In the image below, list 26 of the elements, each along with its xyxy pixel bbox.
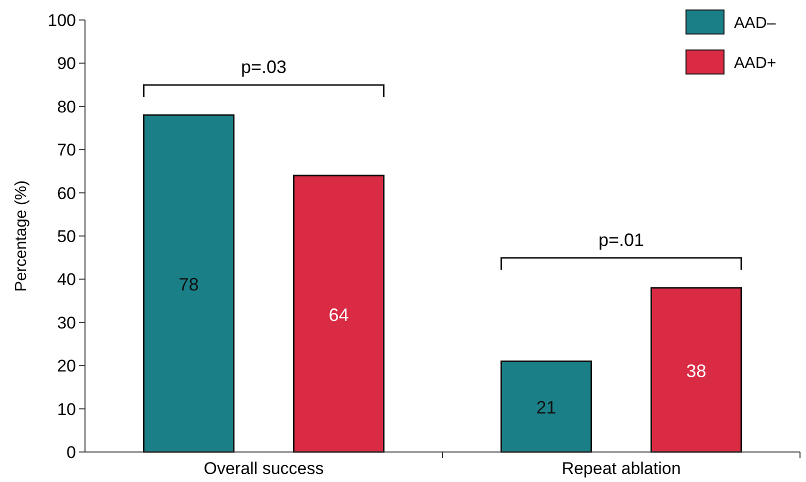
bar <box>500 360 592 453</box>
data-label: 78 <box>178 274 199 295</box>
legend-label: AAD+ <box>734 55 776 72</box>
x-tick-label: Overall success <box>204 459 324 478</box>
data-label: 38 <box>686 360 706 381</box>
y-tick-label: 80 <box>57 97 76 116</box>
y-tick-label: 50 <box>57 227 76 246</box>
bar <box>293 174 384 453</box>
y-tick-label: 30 <box>57 313 76 332</box>
bar <box>143 114 234 453</box>
x-tick-label: Repeat ablation <box>562 459 681 478</box>
y-tick-label: 70 <box>57 140 76 160</box>
data-label: 64 <box>328 304 349 325</box>
annotation: p=.03 <box>240 57 287 78</box>
y-axis-title: Percentage (%) <box>13 180 30 292</box>
y-tick-label: 0 <box>66 443 76 462</box>
annotation: p=.01 <box>598 230 644 250</box>
data-label: 21 <box>536 398 556 418</box>
y-tick-label: 20 <box>57 356 76 376</box>
y-tick-label: 10 <box>57 400 76 419</box>
y-tick-label: 90 <box>57 54 76 74</box>
legend-label: AAD– <box>734 15 776 32</box>
y-tick-label: 60 <box>57 184 76 203</box>
y-tick-label: 100 <box>48 11 76 30</box>
bar <box>650 287 742 453</box>
y-tick-label: 40 <box>57 270 76 290</box>
